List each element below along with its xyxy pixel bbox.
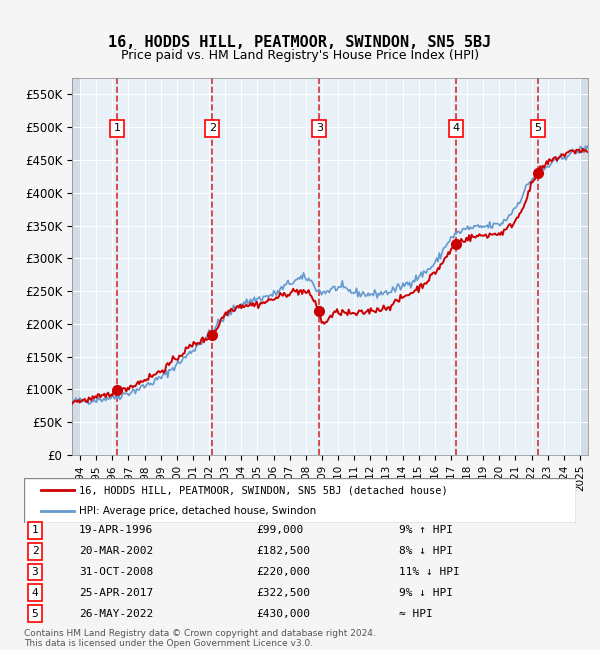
Text: 5: 5 [535,124,542,133]
Text: 31-OCT-2008: 31-OCT-2008 [79,567,154,577]
Text: 1: 1 [113,124,121,133]
FancyBboxPatch shape [24,478,576,523]
Text: 16, HODDS HILL, PEATMOOR, SWINDON, SN5 5BJ (detached house): 16, HODDS HILL, PEATMOOR, SWINDON, SN5 5… [79,486,448,495]
Text: 20-MAR-2002: 20-MAR-2002 [79,546,154,556]
Text: Price paid vs. HM Land Registry's House Price Index (HPI): Price paid vs. HM Land Registry's House … [121,49,479,62]
Text: £430,000: £430,000 [256,608,310,619]
Text: 1: 1 [32,525,38,536]
Text: 2: 2 [209,124,216,133]
Text: 8% ↓ HPI: 8% ↓ HPI [400,546,454,556]
Text: 25-APR-2017: 25-APR-2017 [79,588,154,598]
Text: 2: 2 [32,546,38,556]
Text: £99,000: £99,000 [256,525,303,536]
Text: HPI: Average price, detached house, Swindon: HPI: Average price, detached house, Swin… [79,506,316,515]
Text: 4: 4 [452,124,460,133]
Bar [72,78,80,455]
Bar [580,78,588,455]
Text: 19-APR-1996: 19-APR-1996 [79,525,154,536]
Text: 9% ↑ HPI: 9% ↑ HPI [400,525,454,536]
Text: 5: 5 [32,608,38,619]
Text: 11% ↓ HPI: 11% ↓ HPI [400,567,460,577]
Text: This data is licensed under the Open Government Licence v3.0.: This data is licensed under the Open Gov… [24,639,313,648]
Text: 3: 3 [32,567,38,577]
Text: 26-MAY-2022: 26-MAY-2022 [79,608,154,619]
Text: 9% ↓ HPI: 9% ↓ HPI [400,588,454,598]
Text: £182,500: £182,500 [256,546,310,556]
Text: £322,500: £322,500 [256,588,310,598]
Text: 4: 4 [32,588,38,598]
Text: 16, HODDS HILL, PEATMOOR, SWINDON, SN5 5BJ: 16, HODDS HILL, PEATMOOR, SWINDON, SN5 5… [109,34,491,50]
Text: £220,000: £220,000 [256,567,310,577]
Text: 3: 3 [316,124,323,133]
Text: ≈ HPI: ≈ HPI [400,608,433,619]
Text: Contains HM Land Registry data © Crown copyright and database right 2024.: Contains HM Land Registry data © Crown c… [24,629,376,638]
